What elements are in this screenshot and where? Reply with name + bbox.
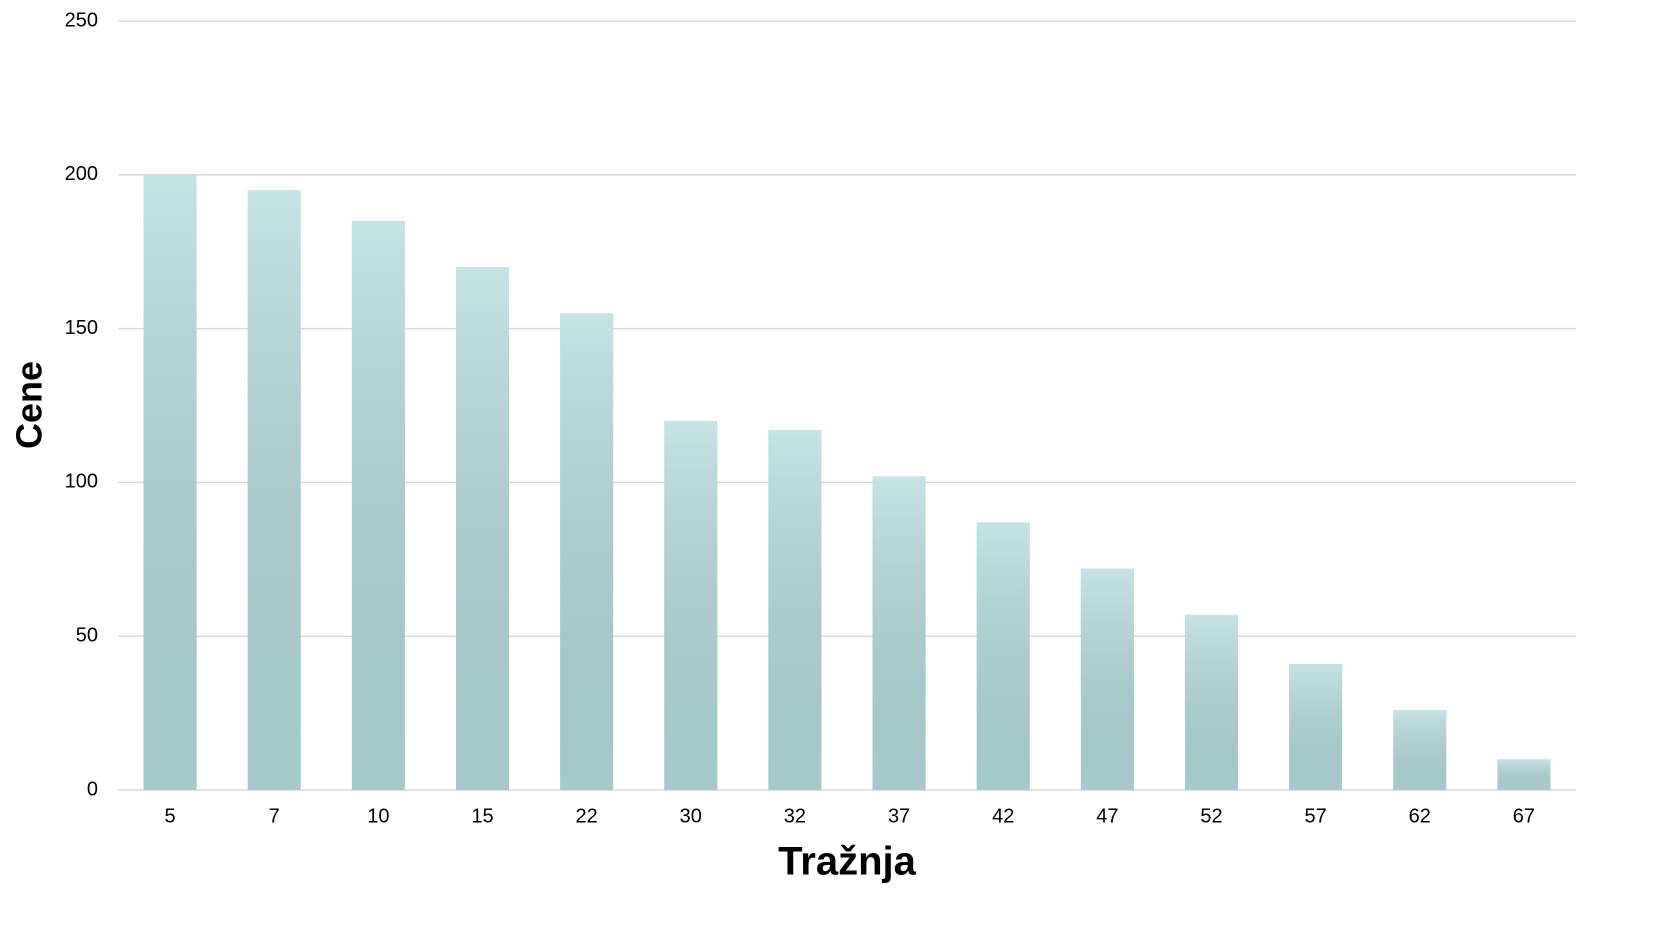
x-tick-label: 15 [471,805,493,827]
x-tick-label: 10 [367,805,389,827]
y-tick-label: 150 [65,317,98,339]
bar [144,175,197,790]
x-tick-label: 30 [680,805,702,827]
bar [248,190,301,790]
bar [664,421,717,790]
x-tick-label: 52 [1200,805,1222,827]
y-tick-label: 250 [65,9,98,31]
x-tick-label: 57 [1305,805,1327,827]
x-tick-label: 5 [165,805,176,827]
bar [1393,710,1446,790]
x-tick-label: 62 [1409,805,1431,827]
x-tick-label: 32 [784,805,806,827]
bar [352,221,405,790]
x-tick-label: 67 [1513,805,1535,827]
x-tick-label: 7 [269,805,280,827]
bar [1081,569,1134,790]
x-tick-label: 37 [888,805,910,827]
bar [1289,664,1342,790]
x-tick-label: 42 [992,805,1014,827]
bar [977,522,1030,790]
bar [768,430,821,790]
y-tick-label: 0 [87,778,98,800]
bar [1497,759,1550,790]
bar [1185,615,1238,790]
y-tick-label: 200 [65,163,98,185]
y-axis-title: Cene [9,361,50,449]
y-tick-label: 50 [76,624,98,646]
bar [873,476,926,790]
bar [456,267,509,790]
x-tick-label: 22 [576,805,598,827]
bar [560,313,613,790]
chart: Tražnja Cene 050100150200250571015223032… [0,0,1663,941]
x-tick-label: 47 [1096,805,1118,827]
x-axis-title: Tražnja [778,840,917,884]
y-tick-label: 100 [65,471,98,493]
